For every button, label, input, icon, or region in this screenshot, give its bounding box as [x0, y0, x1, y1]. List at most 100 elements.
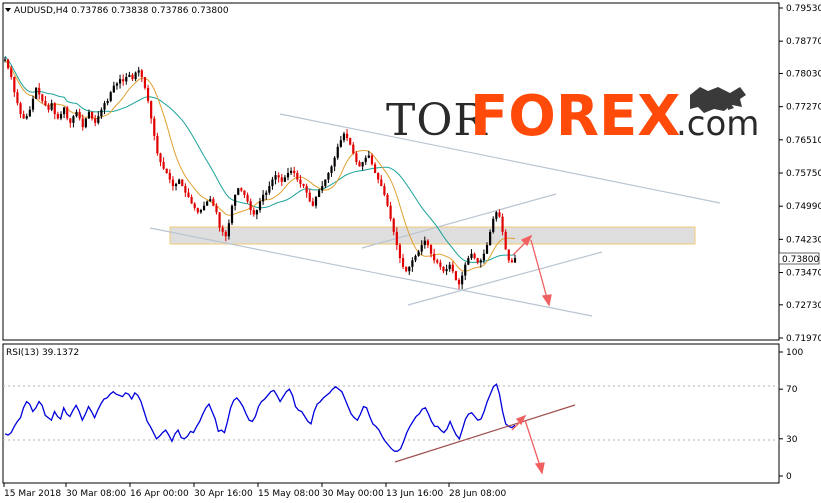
- current-price-box: [778, 252, 820, 265]
- candle-body: [128, 74, 131, 77]
- candle-body: [230, 205, 234, 224]
- candle-body: [345, 133, 349, 139]
- candle-body: [283, 177, 286, 182]
- price-tick-label: 0.75750: [786, 169, 821, 179]
- candle-body: [461, 275, 464, 285]
- rsi-up-arrowhead: [515, 414, 527, 426]
- candle-body: [336, 146, 339, 158]
- candle-body: [380, 179, 383, 187]
- candle-body: [433, 253, 436, 261]
- candle-body: [159, 153, 162, 163]
- rsi-tick-label: 0: [786, 472, 792, 482]
- rsi-forecast-arrows: [511, 414, 545, 475]
- candle-body: [401, 258, 405, 267]
- candle-body: [243, 190, 246, 195]
- candle-body: [367, 155, 370, 158]
- candle-body: [137, 70, 140, 73]
- candle-body: [504, 231, 507, 250]
- candle-body: [289, 170, 293, 173]
- candle-body: [221, 227, 224, 232]
- candle-body: [302, 183, 305, 187]
- candles-group: [3, 56, 517, 290]
- candle-body: [122, 79, 125, 82]
- candle-body: [100, 109, 103, 117]
- time-tick-label: 13 Jun 16:00: [386, 489, 443, 499]
- candle-body: [467, 258, 470, 265]
- candle-body: [339, 140, 342, 147]
- price-tick-label: 0.71970: [786, 334, 821, 344]
- candle-body: [507, 249, 510, 261]
- candle-body: [411, 260, 414, 267]
- candle-body: [277, 175, 280, 178]
- rsi-tick-label: 70: [786, 385, 798, 395]
- candle-body: [265, 192, 268, 195]
- candle-body: [59, 114, 63, 119]
- candle-body: [501, 216, 504, 232]
- rsi-pane: [2, 343, 780, 484]
- candle-body: [414, 255, 417, 261]
- time-tick-label: 30 Mar 08:00: [66, 489, 126, 499]
- candle-body: [87, 111, 91, 119]
- candle-body: [34, 87, 38, 99]
- price-tick-label: 0.78030: [786, 69, 821, 79]
- candle-body: [56, 114, 59, 119]
- candle-body: [377, 173, 380, 180]
- candle-body: [72, 116, 75, 123]
- candle-body: [296, 173, 299, 180]
- candle-body: [305, 186, 308, 193]
- candle-body: [3, 59, 7, 61]
- candle-body: [131, 74, 134, 80]
- candle-body: [299, 179, 302, 184]
- channel-upper-line: [279, 113, 721, 204]
- candle-body: [510, 260, 513, 263]
- candle-body: [498, 212, 501, 217]
- rsi-pane-header: RSI(13) 39.1372: [6, 348, 79, 358]
- price-axis: 0.79530 0.78770 0.78030 0.77270 0.76510 0.757…: [779, 4, 821, 344]
- candle-body: [492, 218, 495, 232]
- flag-upper-line: [361, 193, 557, 249]
- rsi-tick-label: 30: [786, 435, 798, 445]
- candle-body: [489, 231, 492, 246]
- candle-body: [81, 118, 84, 128]
- price-tick-label: 0.78770: [786, 37, 821, 47]
- candle-body: [16, 92, 19, 104]
- time-tick-label: 16 Apr 00:00: [130, 489, 189, 499]
- candle-body: [103, 103, 106, 110]
- candle-body: [445, 269, 448, 272]
- candle-body: [146, 87, 150, 101]
- candle-body: [41, 94, 44, 101]
- candle-body: [361, 162, 364, 167]
- candle-body: [234, 194, 237, 206]
- candle-body: [454, 271, 458, 280]
- candle-body: [442, 266, 445, 272]
- candle-body: [255, 210, 258, 215]
- candle-body: [386, 194, 389, 206]
- candle-body: [258, 201, 262, 211]
- candle-body: [262, 194, 265, 202]
- candle-body: [206, 201, 209, 206]
- symbol-dropdown-icon[interactable]: [5, 8, 11, 12]
- candle-body: [181, 179, 184, 187]
- candle-body: [330, 166, 333, 173]
- candle-body: [355, 153, 358, 163]
- time-tick-label: 28 Jun 08:00: [449, 489, 506, 499]
- time-axis: 15 Mar 2018 30 Mar 08:00 16 Apr 00:00 30 Ap…: [3, 483, 506, 499]
- forecast-down-arrowhead: [541, 294, 552, 307]
- candle-body: [156, 135, 159, 154]
- candle-body: [66, 107, 69, 119]
- channel-lower-line: [149, 227, 593, 317]
- candle-body: [84, 118, 87, 128]
- candle-body: [280, 177, 283, 182]
- price-pane-header: AUDUSD,H4 0.73786 0.73838 0.73786 0.7380…: [14, 6, 229, 16]
- candle-body: [352, 144, 355, 154]
- candle-body: [439, 262, 442, 267]
- candle-body: [125, 76, 128, 82]
- time-tick-label: 15 May 08:00: [258, 489, 320, 499]
- candle-body: [249, 201, 252, 211]
- candle-body: [476, 258, 479, 263]
- candle-body: [109, 92, 112, 101]
- candle-body: [199, 210, 203, 213]
- price-tick-label: 0.74990: [786, 202, 821, 212]
- candle-body: [513, 258, 517, 263]
